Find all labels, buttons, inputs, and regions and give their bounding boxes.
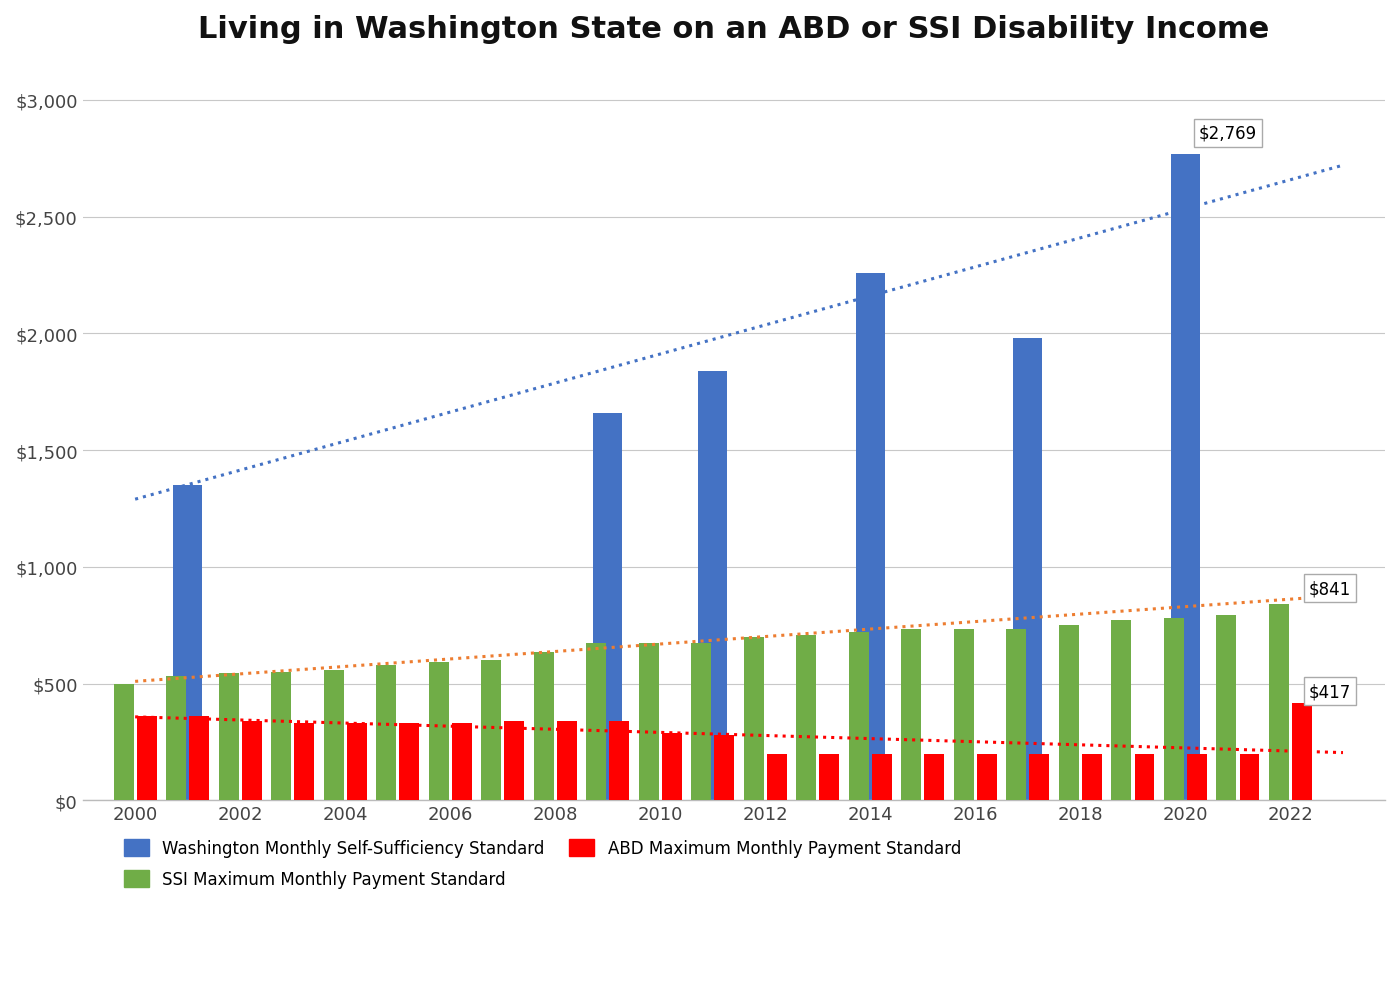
Bar bbox=[218, 674, 238, 800]
Bar bbox=[872, 754, 892, 800]
Bar bbox=[1134, 754, 1155, 800]
Bar bbox=[272, 672, 291, 800]
Bar bbox=[662, 733, 682, 800]
Bar bbox=[1239, 754, 1260, 800]
Legend: Washington Monthly Self-Sufficiency Standard, SSI Maximum Monthly Payment Standa: Washington Monthly Self-Sufficiency Stan… bbox=[118, 832, 967, 896]
Bar bbox=[1007, 629, 1026, 800]
Bar bbox=[323, 670, 343, 800]
Bar bbox=[242, 722, 262, 800]
Bar bbox=[819, 754, 840, 800]
Bar bbox=[638, 643, 659, 800]
Bar bbox=[767, 754, 787, 800]
Bar bbox=[699, 372, 727, 800]
Bar bbox=[189, 717, 209, 800]
Bar bbox=[377, 666, 396, 800]
Bar bbox=[587, 643, 606, 800]
Bar bbox=[1014, 339, 1043, 800]
Bar bbox=[1163, 618, 1184, 800]
Bar bbox=[692, 643, 711, 800]
Bar bbox=[594, 414, 622, 800]
Bar bbox=[557, 722, 577, 800]
Bar bbox=[848, 632, 869, 800]
Bar bbox=[428, 662, 448, 800]
Bar bbox=[1268, 604, 1289, 800]
Bar bbox=[797, 635, 816, 800]
Text: $841: $841 bbox=[1309, 580, 1351, 597]
Bar bbox=[1112, 621, 1131, 800]
Bar bbox=[977, 754, 997, 800]
Bar bbox=[855, 273, 885, 800]
Bar bbox=[113, 684, 133, 800]
Bar bbox=[347, 724, 367, 800]
Bar bbox=[1292, 704, 1312, 800]
Bar bbox=[743, 638, 764, 800]
Bar bbox=[504, 722, 524, 800]
Bar bbox=[1217, 615, 1236, 800]
Bar bbox=[482, 660, 501, 800]
Bar bbox=[533, 652, 553, 800]
Bar bbox=[1170, 155, 1200, 800]
Bar bbox=[609, 722, 629, 800]
Bar bbox=[1029, 754, 1050, 800]
Text: $2,769: $2,769 bbox=[1198, 124, 1257, 143]
Bar bbox=[1187, 754, 1207, 800]
Text: $417: $417 bbox=[1309, 682, 1351, 701]
Bar bbox=[902, 629, 921, 800]
Bar bbox=[167, 677, 186, 800]
Bar bbox=[924, 754, 945, 800]
Bar bbox=[1058, 625, 1079, 800]
Bar bbox=[452, 724, 472, 800]
Bar bbox=[294, 724, 314, 800]
Bar bbox=[174, 486, 202, 800]
Bar bbox=[714, 736, 735, 800]
Title: Living in Washington State on an ABD or SSI Disability Income: Living in Washington State on an ABD or … bbox=[199, 15, 1270, 44]
Bar bbox=[137, 717, 157, 800]
Bar bbox=[1082, 754, 1102, 800]
Bar bbox=[953, 629, 974, 800]
Bar bbox=[399, 724, 419, 800]
